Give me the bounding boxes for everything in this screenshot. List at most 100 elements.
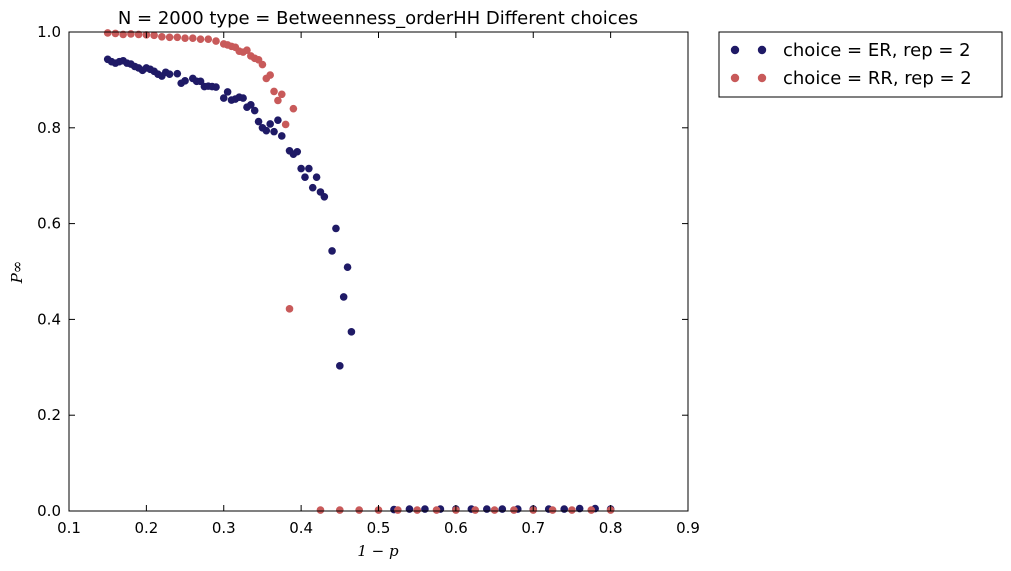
data-point [196, 77, 205, 86]
data-point [332, 224, 340, 233]
legend: choice = ER, rep = 2 choice = RR, rep = 2 [718, 31, 1003, 98]
data-point [316, 506, 325, 514]
data-point [394, 506, 402, 514]
data-point [212, 37, 220, 45]
data-point [158, 32, 166, 41]
x-tick-label: 0.7 [521, 519, 545, 537]
data-point [165, 70, 174, 78]
data-point [305, 164, 313, 173]
x-tick-label: 0.4 [289, 519, 313, 537]
data-point [343, 263, 352, 271]
data-point [258, 60, 267, 69]
data-point [181, 34, 189, 43]
y-tick-label: 0.2 [37, 406, 61, 424]
data-point [103, 29, 112, 37]
data-point [339, 293, 348, 301]
data-point [355, 506, 363, 514]
y-axis-label: P∞ [8, 261, 26, 285]
x-tick-label: 0.9 [676, 519, 700, 537]
data-point [483, 505, 491, 513]
data-point [243, 46, 251, 54]
data-point [277, 90, 286, 99]
data-point [568, 506, 576, 514]
data-point [181, 77, 189, 85]
data-point [165, 33, 174, 42]
data-point [247, 101, 255, 109]
series-1 [103, 55, 615, 514]
data-point [173, 33, 182, 42]
legend-label: choice = RR, rep = 2 [783, 68, 972, 89]
data-point [239, 94, 247, 102]
data-point [421, 505, 429, 513]
legend-item: choice = ER, rep = 2 [730, 40, 971, 61]
data-point [289, 104, 298, 113]
data-point [548, 506, 557, 514]
data-point [212, 83, 220, 91]
data-point [560, 505, 568, 513]
legend-marker [757, 45, 767, 55]
data-point [262, 126, 271, 135]
legend-marker [730, 73, 740, 83]
data-point [471, 506, 480, 514]
legend-item: choice = RR, rep = 2 [730, 68, 972, 89]
data-point [336, 506, 344, 514]
y-tick-label: 0.4 [37, 310, 61, 328]
data-point [413, 506, 421, 514]
data-point [293, 147, 302, 156]
data-point [277, 132, 286, 140]
x-tick-label: 0.5 [367, 519, 391, 537]
data-point [219, 94, 228, 102]
data-point [510, 506, 518, 514]
data-point [274, 116, 282, 124]
data-point [196, 35, 205, 43]
data-point [266, 71, 274, 79]
data-point [173, 69, 182, 78]
x-tick-label: 0.6 [444, 519, 468, 537]
data-point [320, 192, 329, 201]
data-point [281, 120, 290, 129]
series-2 [103, 29, 615, 514]
legend-marker [730, 45, 740, 55]
data-point [270, 87, 278, 96]
data-point [204, 35, 213, 43]
data-point [301, 173, 309, 181]
data-point [312, 173, 321, 181]
plot-frame [68, 31, 689, 512]
data-point [336, 362, 344, 370]
data-point [432, 506, 441, 514]
legend-box [718, 31, 1003, 98]
chart-title: N = 2000 type = Betweenness_orderHH Diff… [118, 8, 638, 29]
data-point [405, 505, 414, 513]
x-tick-label: 0.2 [134, 519, 158, 537]
data-point [254, 117, 263, 126]
data-point [150, 31, 158, 40]
x-tick-label: 0.3 [212, 519, 236, 537]
data-point [127, 30, 135, 38]
data-point [266, 120, 274, 128]
data-point [308, 183, 317, 192]
y-tick-label: 0.0 [37, 502, 61, 520]
axes: 0.1 0.2 0.3 0.4 0.5 0.6 0.7 0.8 0.9 0.0 0.2 0.4 0.6 0… [37, 23, 700, 537]
data-point [328, 247, 336, 255]
y-tick-label: 0.8 [37, 119, 61, 137]
data-point [297, 164, 305, 173]
x-tick-label: 0.8 [599, 519, 623, 537]
data-point [270, 127, 278, 136]
legend-marker [757, 73, 767, 83]
data-point [274, 96, 282, 105]
data-point [111, 29, 120, 38]
x-axis-label: 1 − p [357, 542, 399, 560]
data-point [250, 106, 259, 115]
y-tick-label: 0.6 [37, 215, 61, 233]
plot-area [103, 29, 615, 514]
data-point [189, 34, 197, 43]
data-point [285, 305, 294, 313]
data-point [587, 506, 596, 514]
data-point [490, 506, 499, 514]
x-tick-label: 0.1 [57, 519, 81, 537]
data-point [498, 505, 507, 513]
y-tick-label: 1.0 [37, 23, 61, 41]
legend-label: choice = ER, rep = 2 [783, 40, 971, 61]
data-point [223, 88, 232, 96]
